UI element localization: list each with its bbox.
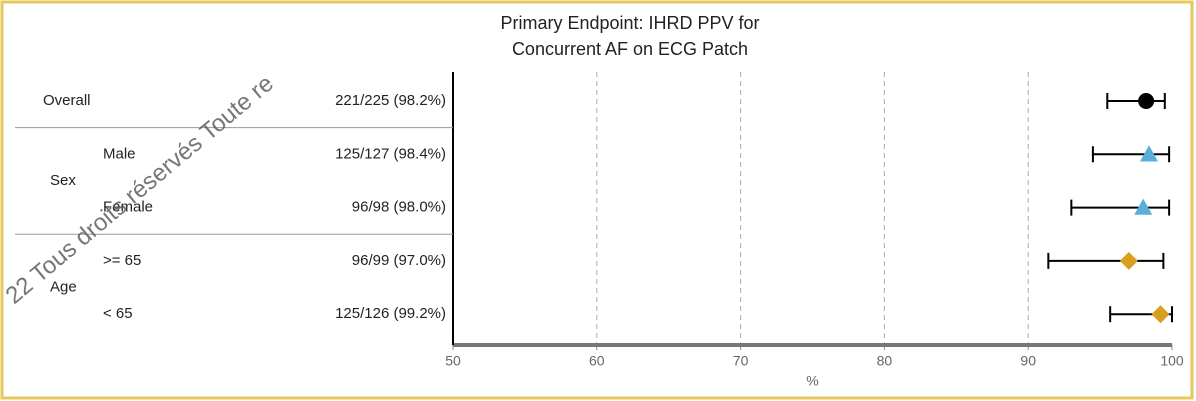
group-label: Age [50, 279, 77, 296]
x-tick-label: 100 [1160, 353, 1184, 369]
x-tick-label: 90 [1020, 353, 1036, 369]
x-tick-label: 50 [445, 353, 461, 369]
value-label: 96/98 (98.0%) [352, 199, 446, 216]
chart-title: Primary Endpoint: IHRD PPV for [500, 13, 759, 33]
value-label: 125/127 (98.4%) [335, 145, 446, 162]
point [1119, 251, 1138, 270]
row-label: < 65 [103, 305, 133, 322]
x-tick-label: 70 [733, 353, 749, 369]
point [1151, 305, 1170, 324]
point [1139, 145, 1158, 162]
x-tick-label: 60 [589, 353, 605, 369]
group-label: Overall [43, 92, 91, 109]
point [1138, 93, 1155, 109]
group-label: Sex [50, 172, 76, 189]
x-tick-label: 80 [877, 353, 893, 369]
value-label: 221/225 (98.2%) [335, 92, 446, 109]
value-label: 125/126 (99.2%) [335, 305, 446, 322]
row-label: >= 65 [103, 252, 141, 269]
x-axis-label: % [806, 373, 818, 389]
row-label: Female [103, 199, 153, 216]
row-label: Male [103, 145, 136, 162]
value-label: 96/99 (97.0%) [352, 252, 446, 269]
point [1134, 198, 1153, 215]
chart-title: Concurrent AF on ECG Patch [512, 39, 748, 59]
